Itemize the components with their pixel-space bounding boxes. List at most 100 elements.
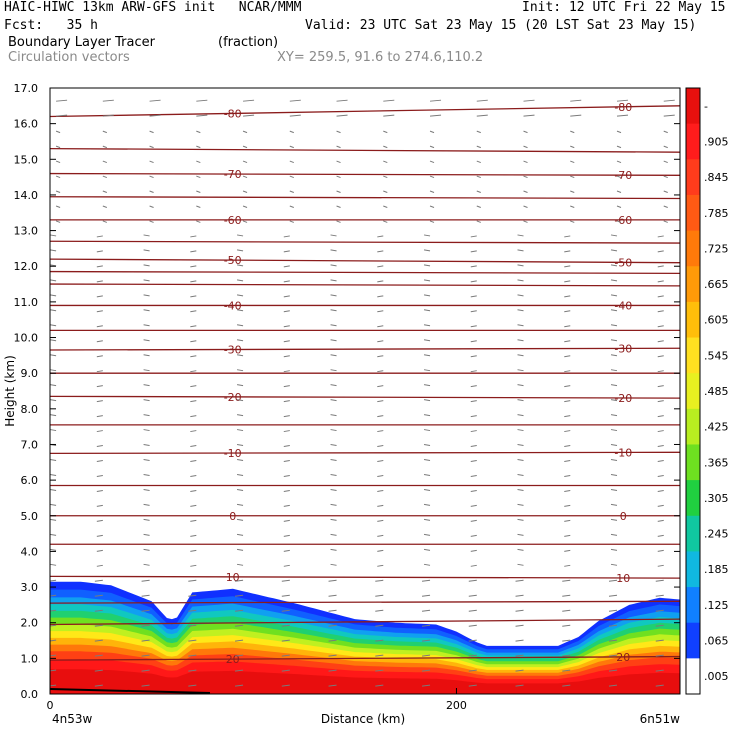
- circulation-vector: [470, 534, 477, 537]
- circulation-vector: [423, 249, 431, 252]
- temperature-contour-label: -30: [224, 343, 242, 356]
- circulation-vector: [663, 205, 668, 208]
- colorbar-swatch: [686, 159, 700, 196]
- circulation-vector: [50, 414, 57, 417]
- circulation-vector: [468, 654, 477, 657]
- circulation-vector: [610, 503, 618, 506]
- circulation-vector: [523, 205, 528, 208]
- circulation-vector: [608, 609, 618, 612]
- circulation-vector: [377, 325, 384, 328]
- circulation-vector: [143, 503, 150, 506]
- circulation-vector: [190, 310, 197, 313]
- circulation-vector: [657, 460, 664, 463]
- xy-range: XY= 259.5, 91.6 to 274.6,110.2: [277, 50, 484, 65]
- circulation-vector: [96, 280, 103, 283]
- circulation-vector: [102, 205, 108, 208]
- circulation-vector: [655, 624, 664, 627]
- temperature-contour-label: -80: [224, 107, 242, 120]
- circulation-vector: [143, 369, 150, 372]
- circulation-vector: [515, 579, 524, 582]
- circulation-vector: [149, 145, 154, 149]
- circulation-vector: [190, 460, 197, 463]
- circulation-vector: [657, 534, 664, 537]
- circulation-vector: [517, 324, 524, 327]
- circulation-vector: [517, 429, 524, 432]
- circulation-vector: [190, 489, 197, 492]
- circulation-vector: [377, 340, 384, 343]
- circulation-vector: [283, 250, 290, 253]
- circulation-vector: [188, 624, 197, 627]
- colorbar-label: .065: [704, 635, 729, 648]
- temperature-contour-label: 10: [226, 571, 240, 584]
- circulation-vector: [476, 175, 481, 179]
- field-units: (fraction): [218, 35, 279, 50]
- circulation-vector: [143, 548, 150, 551]
- circulation-vector: [283, 370, 290, 373]
- circulation-vector: [102, 190, 108, 193]
- circulation-vector: [196, 114, 208, 117]
- circulation-vector: [55, 130, 61, 134]
- circulation-vector: [616, 175, 622, 179]
- circulation-vector: [143, 563, 150, 566]
- circulation-vector: [377, 310, 384, 313]
- circulation-vector: [429, 130, 435, 134]
- circulation-vector: [377, 564, 384, 567]
- circulation-vector: [190, 415, 197, 418]
- field-name: Boundary Layer Tracer: [8, 35, 155, 50]
- circulation-vector: [50, 579, 57, 582]
- circulation-vector: [283, 265, 290, 268]
- y-tick-label: 7.0: [21, 438, 39, 451]
- circulation-vector: [235, 654, 244, 657]
- x-end-label: 6n51w: [640, 712, 681, 726]
- circulation-vector: [657, 445, 664, 448]
- circulation-vector: [423, 234, 431, 237]
- circulation-vector: [377, 460, 384, 463]
- circulation-vector: [517, 279, 524, 282]
- circulation-vector: [50, 503, 57, 506]
- circulation-vector: [236, 533, 244, 536]
- circulation-vector: [50, 669, 57, 672]
- circulation-vector: [564, 534, 571, 537]
- circulation-vector: [377, 489, 384, 492]
- circulation-vector: [517, 414, 524, 417]
- circulation-vector: [289, 220, 294, 223]
- circulation-vector: [570, 175, 575, 179]
- circulation-vector: [423, 309, 431, 312]
- circulation-vector: [564, 549, 571, 552]
- circulation-vector: [423, 324, 431, 327]
- colorbar-label: .905: [704, 135, 729, 148]
- circulation-vector: [330, 488, 337, 491]
- circulation-vector: [655, 669, 664, 672]
- circulation-vector: [383, 220, 388, 223]
- circulation-vector: [375, 654, 384, 657]
- circulation-vector: [663, 114, 675, 117]
- circulation-vector: [657, 564, 664, 567]
- circulation-vector: [330, 249, 337, 252]
- circulation-vector: [610, 533, 618, 536]
- circulation-vector: [470, 489, 477, 492]
- circulation-vector: [421, 684, 431, 687]
- circulation-vector: [336, 114, 348, 117]
- circulation-vector: [190, 564, 197, 567]
- circulation-vector: [94, 639, 103, 642]
- circulation-vector: [283, 549, 290, 552]
- circulation-vector: [564, 489, 571, 492]
- circulation-vector: [236, 563, 244, 566]
- circulation-vector: [421, 594, 431, 597]
- circulation-vector: [330, 548, 337, 551]
- circulation-vector: [517, 503, 524, 506]
- circulation-vector: [190, 250, 197, 253]
- circulation-vector: [421, 624, 431, 627]
- circulation-vector: [283, 460, 290, 463]
- circulation-vector: [657, 370, 664, 373]
- circulation-vector: [236, 384, 244, 387]
- circulation-vector: [470, 280, 477, 283]
- circulation-vector: [562, 609, 571, 612]
- circulation-vector: [377, 370, 384, 373]
- circulation-vector: [328, 639, 337, 642]
- circulation-vector: [149, 190, 154, 193]
- circulation-vector: [523, 190, 528, 193]
- x-start-label: 4n53w: [52, 712, 93, 726]
- y-tick-label: 6.0: [21, 474, 39, 487]
- circulation-vector: [663, 220, 668, 223]
